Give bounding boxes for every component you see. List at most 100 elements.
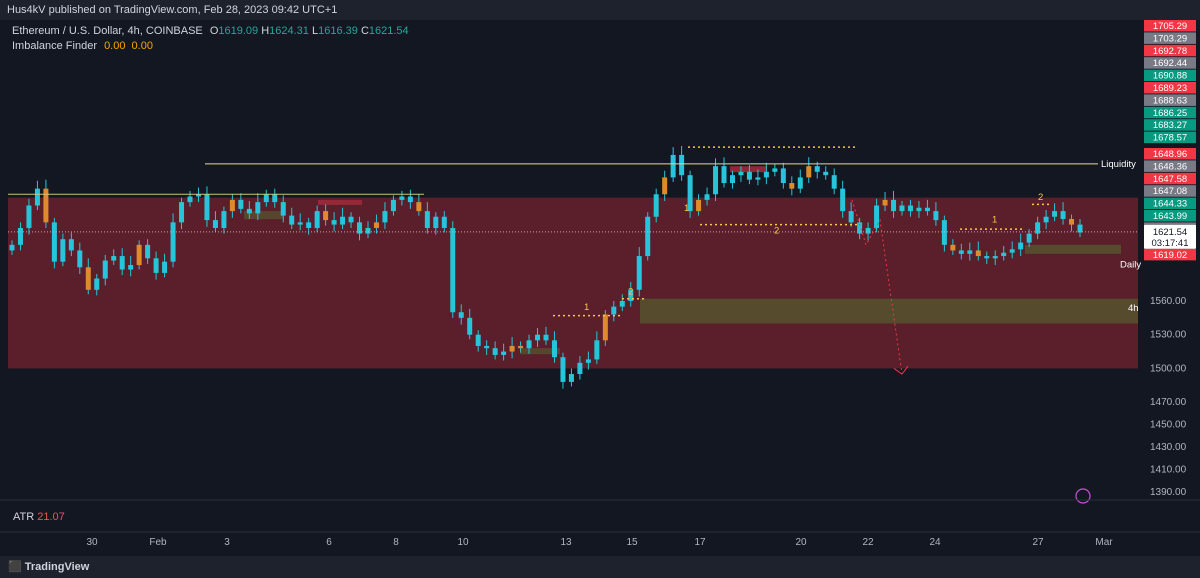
price-label-text: 1689.23 xyxy=(1153,83,1187,94)
candle-body xyxy=(467,317,473,335)
candle-body xyxy=(713,166,719,195)
candle-body xyxy=(560,357,566,382)
candle-body xyxy=(924,207,930,212)
candle-body xyxy=(170,222,176,262)
candle-body xyxy=(721,166,727,184)
candle-body xyxy=(289,215,295,225)
candle xyxy=(560,352,566,389)
candle-body xyxy=(340,216,346,225)
candle-body xyxy=(357,222,363,234)
candle-body xyxy=(755,177,761,180)
candle xyxy=(170,213,176,268)
candle xyxy=(424,202,430,234)
candle-body xyxy=(577,362,583,375)
candle-body xyxy=(941,220,947,245)
candle xyxy=(162,253,168,278)
candle xyxy=(806,157,812,184)
candle-body xyxy=(882,199,888,206)
candle xyxy=(704,187,710,206)
price-label-text: 1692.78 xyxy=(1153,46,1187,57)
candle-body xyxy=(891,199,897,212)
liquidity-label: Liquidity xyxy=(1101,159,1136,170)
candle-body xyxy=(365,227,371,234)
candle xyxy=(1001,245,1007,261)
indicator-name[interactable]: Imbalance Finder xyxy=(12,40,97,52)
candle-body xyxy=(263,194,269,203)
candle xyxy=(263,189,269,207)
candle xyxy=(1052,203,1058,222)
imbalance-box xyxy=(244,211,284,220)
ohlc-close: 1621.54 xyxy=(368,25,409,37)
x-axis-tick: 24 xyxy=(929,537,941,548)
candle-body xyxy=(187,196,193,203)
candle xyxy=(85,258,91,295)
candle xyxy=(611,301,617,322)
x-axis-tick: 30 xyxy=(86,537,98,548)
candle-body xyxy=(916,207,922,212)
candle-body xyxy=(984,256,990,259)
candle-body xyxy=(255,202,261,214)
candle-body xyxy=(229,199,235,212)
candle-body xyxy=(679,154,685,176)
projection-path xyxy=(851,199,903,375)
candle xyxy=(475,330,481,352)
candle-body xyxy=(729,175,735,184)
candle xyxy=(34,180,40,210)
candle xyxy=(1060,202,1066,225)
candle-body xyxy=(424,211,430,228)
price-label-bg xyxy=(1144,82,1196,94)
candle xyxy=(221,206,227,234)
candle xyxy=(102,254,108,286)
candle-body xyxy=(246,208,252,214)
candle-body xyxy=(738,171,744,176)
imbalance-box xyxy=(520,348,560,355)
candle xyxy=(907,199,913,217)
candle xyxy=(874,198,880,233)
candle xyxy=(814,161,820,179)
candle xyxy=(721,157,727,188)
candle-body xyxy=(1069,218,1075,225)
ohlc-close-label: C xyxy=(360,25,369,37)
candle xyxy=(111,249,117,266)
price-axis-label: 1644.33 xyxy=(1144,197,1196,210)
candle-body xyxy=(34,188,40,206)
price-label-bg xyxy=(1144,32,1196,44)
candle xyxy=(399,190,405,206)
candle xyxy=(645,212,651,261)
price-label-bg xyxy=(1144,160,1196,172)
candle xyxy=(280,195,286,223)
price-label-text: 1692.44 xyxy=(1153,58,1187,69)
candle xyxy=(746,165,752,185)
candle-body xyxy=(195,194,201,197)
candle-body xyxy=(43,188,49,223)
candle xyxy=(577,356,583,380)
candle xyxy=(9,240,15,255)
price-axis-label: 1683.27 xyxy=(1144,119,1196,131)
chart-legend: Ethereum / U.S. Dollar, 4h, COINBASE O16… xyxy=(12,24,409,54)
price-label-text: 1703.29 xyxy=(1153,33,1187,44)
candle-body xyxy=(789,183,795,189)
candle xyxy=(950,239,956,255)
x-axis-tick: 8 xyxy=(393,537,399,548)
candle xyxy=(212,211,218,233)
y-axis-tick: 1470.00 xyxy=(1150,397,1187,408)
candle-body xyxy=(348,216,354,223)
candle xyxy=(501,343,507,361)
candle xyxy=(518,341,524,353)
candle-body xyxy=(543,334,549,341)
y-axis-tick: 1530.00 xyxy=(1150,330,1187,341)
candle-body xyxy=(814,166,820,172)
candle xyxy=(77,242,83,275)
tradingview-logo[interactable]: ⬛ TradingView xyxy=(8,556,89,578)
candle-body xyxy=(1052,211,1058,217)
candle xyxy=(26,198,32,235)
price-label-text: 1688.63 xyxy=(1153,95,1187,106)
candle-body xyxy=(390,199,396,212)
candle xyxy=(535,327,541,348)
candle xyxy=(492,341,498,360)
price-label-text: 1690.88 xyxy=(1153,71,1187,82)
candle-body xyxy=(662,177,668,195)
candle xyxy=(848,202,854,227)
x-axis-tick: 22 xyxy=(862,537,874,548)
